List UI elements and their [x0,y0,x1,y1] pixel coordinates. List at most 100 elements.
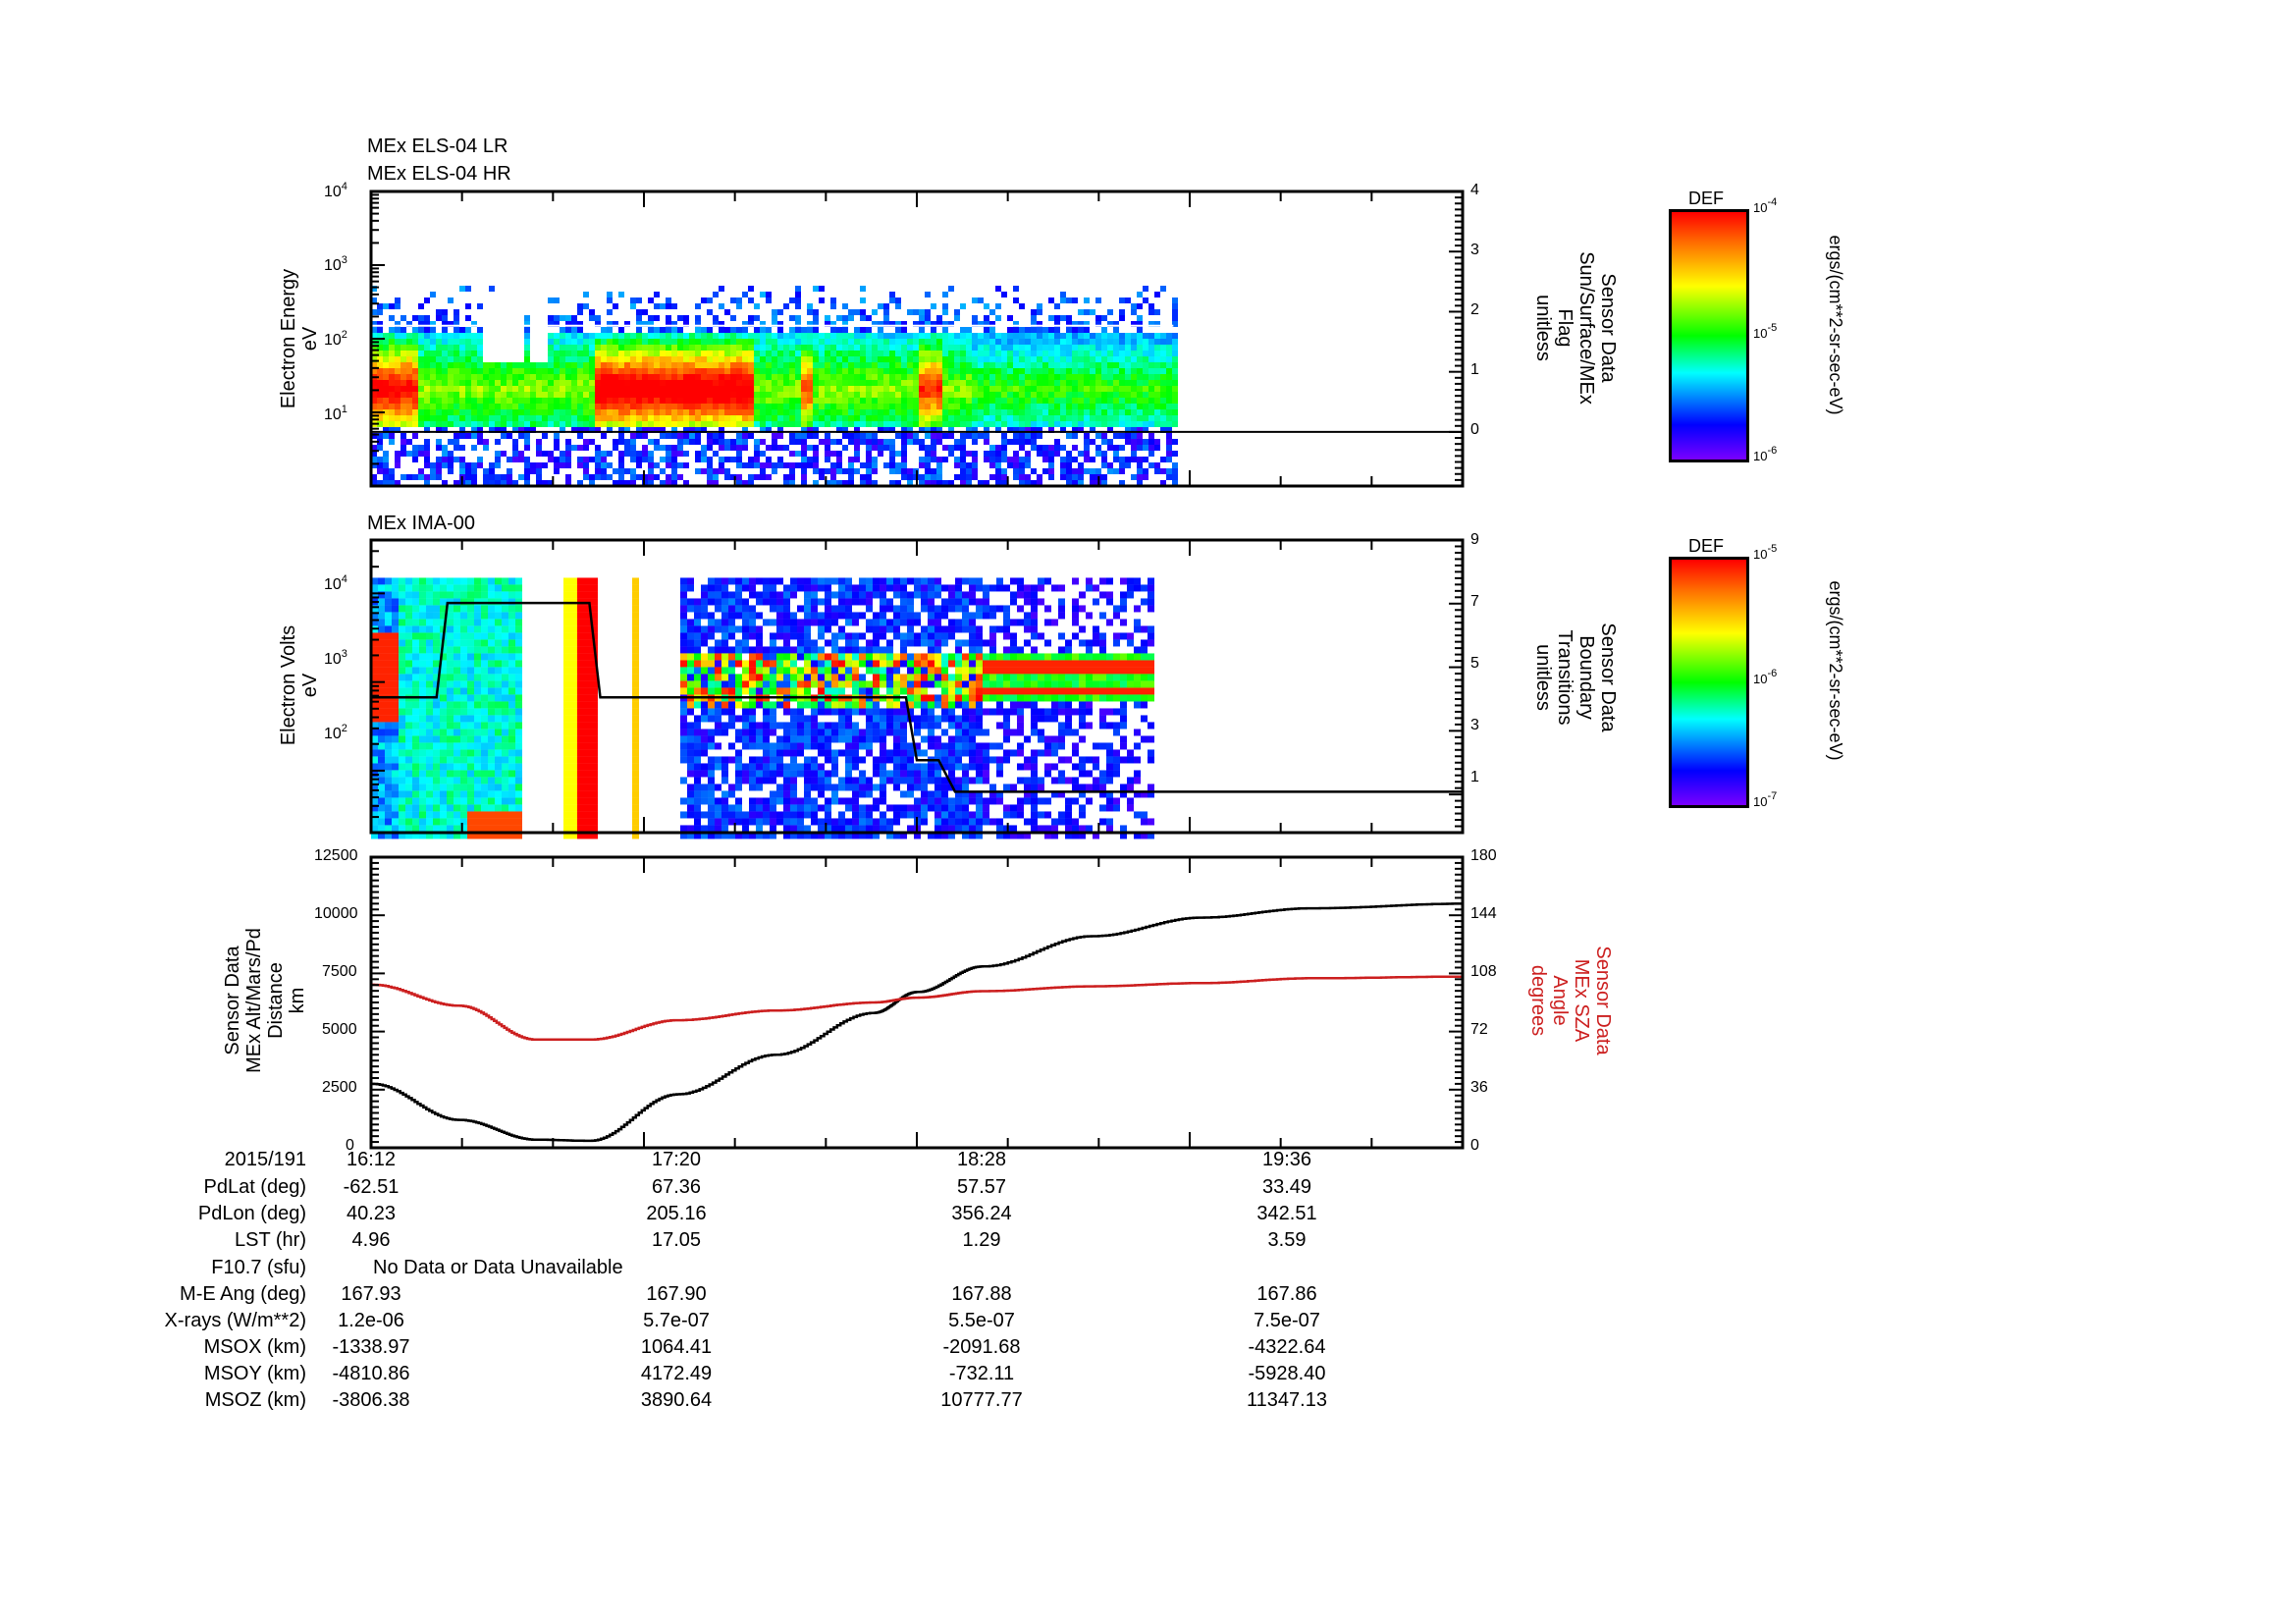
els-spectrogram [369,189,1465,488]
ephemeris-value: 356.24 [951,1203,1012,1224]
ephemeris-value: 1064.41 [640,1336,713,1358]
ephemeris-value: 167.86 [1256,1283,1317,1305]
panel3-ylabel: Sensor Data MEx Alt/Mars/Pd Distance km [222,928,308,1073]
p1-y2tick: 0 [1470,421,1479,438]
ima-spectrogram [369,538,1465,839]
xtick-label: 16:12 [346,1149,397,1170]
colorbar1-units: ergs/(cm**2-sr-sec-eV) [1826,235,1845,415]
p1-ytick-1e2: 102 [324,329,347,349]
p2-ytick-1e4: 104 [324,573,347,593]
ephemeris-row-label: F10.7 (sfu) [211,1257,306,1278]
ephemeris-value: 3.59 [1267,1229,1307,1251]
cb2-max: 10-5 [1753,543,1778,562]
ephemeris-row-label: M-E Ang (deg) [180,1283,306,1305]
ephemeris-value: 5.7e-07 [643,1310,710,1331]
ephemeris-row-label: LST (hr) [235,1229,306,1251]
p3-ytick: 10000 [314,905,358,922]
p1-y2tick: 2 [1470,301,1479,318]
panel1-ylabel: Electron Energy eV [278,268,321,409]
ephemeris-value: 7.5e-07 [1254,1310,1320,1331]
colorbar2-units: ergs/(cm**2-sr-sec-eV) [1826,580,1845,761]
p1-y2tick: 3 [1470,242,1479,258]
p1-y2tick: 1 [1470,361,1479,378]
cb1-max: 10-4 [1753,196,1778,215]
cb1-mid: 10-5 [1753,322,1778,341]
p1-y2tick: 4 [1470,182,1479,198]
p1-ytick-1e3: 103 [324,254,347,274]
panel2-y2label: Sensor Data Boundary Transitions unitless [1532,622,1619,732]
ephemeris-value: 3890.64 [640,1389,713,1411]
ephemeris-row-label: PdLon (deg) [197,1203,306,1224]
p3-y2tick: 108 [1470,963,1497,980]
ephemeris-value: -2091.68 [942,1336,1021,1358]
ephemeris-value: -3806.38 [332,1389,410,1411]
ephemeris-value: 167.88 [951,1283,1012,1305]
xtick-label: 19:36 [1261,1149,1312,1170]
ephemeris-value: 1.2e-06 [338,1310,404,1331]
p2-y2tick: 7 [1470,593,1479,610]
p3-y2tick: 72 [1470,1021,1488,1038]
xtick-label: 17:20 [651,1149,702,1170]
ephemeris-row-label: MSOX (km) [203,1336,306,1358]
panel1-title-hr: MEx ELS-04 HR [367,163,511,185]
ephemeris-value: 40.23 [346,1203,397,1224]
ephemeris-value: 1.29 [962,1229,1001,1251]
p3-y2tick: 0 [1470,1137,1479,1154]
panel2-title: MEx IMA-00 [367,513,476,534]
panel2-ylabel: Electron Volts eV [278,624,321,746]
cb1-min: 10-6 [1753,445,1778,463]
ephemeris-row-label: MSOZ (km) [204,1389,306,1411]
p3-ytick: 0 [346,1137,354,1154]
ephemeris-value: -62.51 [343,1176,400,1198]
p2-y2tick: 5 [1470,655,1479,672]
ephemeris-value: 17.05 [651,1229,702,1251]
ephemeris-value: 5.5e-07 [948,1310,1015,1331]
p1-ytick-1e1: 101 [324,404,347,423]
colorbar1-title: DEF [1688,189,1724,208]
p3-ytick: 5000 [322,1021,357,1038]
ephemeris-value: 4172.49 [640,1363,713,1384]
p2-ytick-1e3: 103 [324,648,347,668]
ephemeris-row-label: MSOY (km) [203,1363,306,1384]
ephemeris-value: -4322.64 [1248,1336,1326,1358]
ephemeris-value: 167.93 [341,1283,401,1305]
p2-ytick-1e2: 102 [324,723,347,742]
ephemeris-value: -4810.86 [332,1363,410,1384]
ephemeris-value: 167.90 [646,1283,707,1305]
ephemeris-row-label: X-rays (W/m**2) [164,1310,306,1331]
p1-ytick-1e4: 104 [324,181,347,200]
p3-y2tick: 144 [1470,905,1497,922]
ephemeris-value: 10777.77 [940,1389,1023,1411]
p3-ytick: 12500 [314,847,358,864]
altitude-sza-lineplot [369,855,1465,1150]
ephemeris-note: No Data or Data Unavailable [373,1257,623,1278]
p3-y2tick: 180 [1470,847,1497,864]
colorbar1 [1669,209,1749,462]
ephemeris-value: 33.49 [1261,1176,1312,1198]
ephemeris-value: -5928.40 [1248,1363,1326,1384]
p2-y2tick: 3 [1470,717,1479,733]
p3-ytick: 2500 [322,1079,357,1096]
ephemeris-value: 205.16 [646,1203,707,1224]
colorbar2-title: DEF [1688,536,1724,556]
panel1-title-lr: MEx ELS-04 LR [367,135,508,157]
ephemeris-value: 57.57 [956,1176,1007,1198]
p2-y2tick: 9 [1470,531,1479,548]
p2-y2tick: 1 [1470,769,1479,785]
ephemeris-value: 342.51 [1256,1203,1317,1224]
ephemeris-value: -732.11 [948,1363,1015,1384]
ephemeris-value: -1338.97 [332,1336,410,1358]
xtick-label: 18:28 [956,1149,1007,1170]
date-label: 2015/191 [224,1149,306,1170]
colorbar2 [1669,557,1749,808]
p3-y2tick: 36 [1470,1079,1488,1096]
ephemeris-row-label: PdLat (deg) [203,1176,306,1198]
ephemeris-value: 67.36 [651,1176,702,1198]
panel3-y2label: Sensor Data MEx SZA Angle degrees [1527,946,1614,1055]
ephemeris-value: 4.96 [351,1229,391,1251]
cb2-mid: 10-6 [1753,668,1778,686]
p3-ytick: 7500 [322,963,357,980]
panel1-y2label: Sensor Data Sun/Surface/MEx Flag unitless [1532,251,1619,405]
ephemeris-value: 11347.13 [1247,1389,1327,1411]
cb2-min: 10-7 [1753,790,1778,809]
